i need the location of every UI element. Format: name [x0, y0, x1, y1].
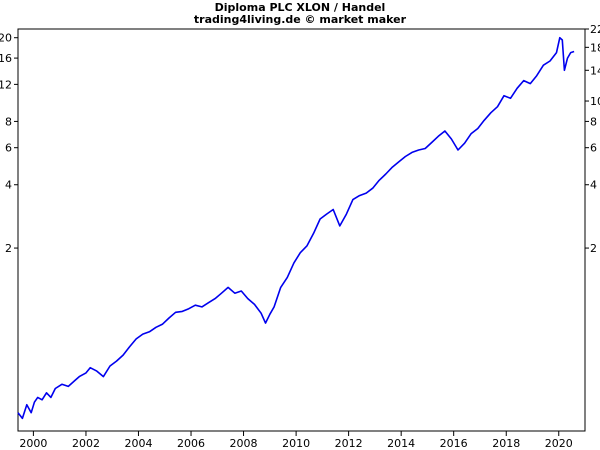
y-right-tick-label: 22	[590, 23, 600, 36]
y-right-tick-label: 10	[590, 95, 600, 108]
x-tick-label: 2010	[282, 437, 310, 450]
y-left-tick-label: 16	[0, 52, 12, 65]
x-tick-label: 2012	[335, 437, 363, 450]
y-axis-left: 20 16 12 8 6 4 2	[0, 32, 18, 255]
y-right-tick-label: 14	[590, 64, 600, 77]
x-tick-label: 2014	[387, 437, 415, 450]
x-tick-label: 2000	[19, 437, 47, 450]
x-tick-label: 2020	[545, 437, 573, 450]
x-tick-label: 2004	[124, 437, 152, 450]
x-tick-label: 2006	[177, 437, 205, 450]
y-right-tick-label: 8	[590, 115, 597, 128]
y-left-tick-label: 12	[0, 78, 12, 91]
plot-area	[17, 28, 586, 432]
y-left-tick-label: 2	[5, 242, 12, 255]
x-tick-label: 2008	[230, 437, 258, 450]
y-left-tick-label: 20	[0, 32, 12, 45]
x-tick-label: 2002	[72, 437, 100, 450]
y-left-tick-label: 8	[5, 115, 12, 128]
y-right-tick-label: 4	[590, 179, 597, 192]
y-right-tick-label: 6	[590, 142, 597, 155]
chart-subtitle: trading4living.de © market maker	[194, 13, 407, 26]
price-series-line	[17, 36, 575, 420]
y-right-tick-label: 2	[590, 242, 597, 255]
y-right-tick-label: 18	[590, 41, 600, 54]
y-left-tick-label: 4	[5, 179, 12, 192]
y-left-tick-label: 6	[5, 142, 12, 155]
x-axis: 2000 2002 2004 2006 2008 2010 2012 2014 2016 2018…	[19, 431, 573, 450]
x-tick-label: 2018	[492, 437, 520, 450]
y-axis-right: 22 18 14 10 8 6 4 2	[585, 23, 600, 255]
x-tick-label: 2016	[440, 437, 468, 450]
chart-title: Diploma PLC XLON / Handel	[215, 1, 386, 14]
